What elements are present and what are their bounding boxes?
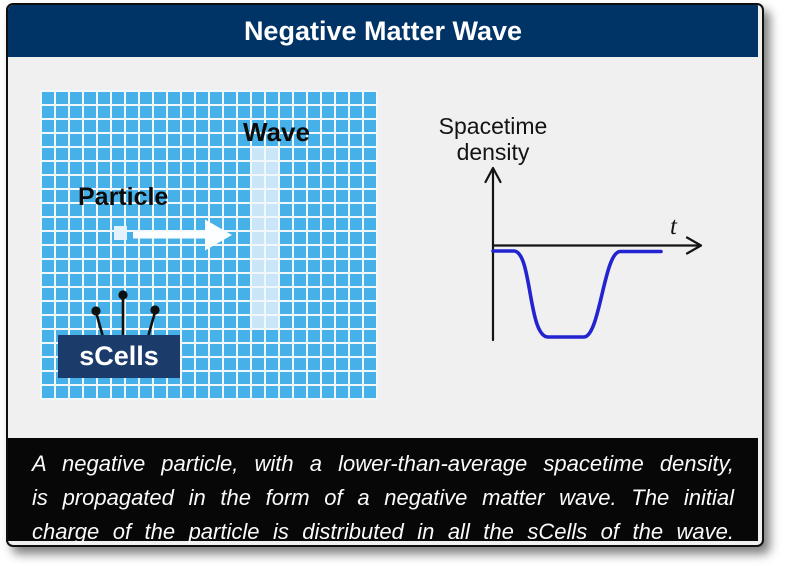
wave-label: Wave: [243, 117, 310, 147]
plot-axes: [484, 166, 703, 342]
y-axis-label: Spacetime density: [418, 113, 568, 165]
scells-label: sCells: [79, 341, 159, 371]
scell-pin-lines: [94, 297, 157, 338]
scell-grid: [40, 90, 378, 400]
x-axis-arrowhead-icon: [685, 236, 703, 255]
x-axis-label: t: [670, 213, 677, 240]
caption-bar: A negative particle, with a lower-than-a…: [8, 438, 758, 544]
propagation-arrow-icon: [133, 219, 232, 251]
y-axis-label-line1: Spacetime: [438, 113, 548, 139]
scell-pin-dots: [91, 290, 160, 316]
wave-band: [250, 146, 280, 330]
negative-density-curve: [491, 249, 663, 339]
caption-line: A negative particle, with a lower-than-a…: [32, 451, 734, 476]
caption-line: is propagated in the form of a negative …: [32, 485, 734, 510]
header-bar: Negative Matter Wave: [8, 5, 758, 57]
caption-text: A negative particle, with a lower-than-a…: [8, 438, 758, 545]
particle-cell: [114, 226, 127, 240]
y-axis-label-line2: density: [456, 139, 530, 165]
figure-card: Negative Matter Wave Wave Particle sCell…: [6, 3, 764, 547]
particle-label: Particle: [78, 183, 169, 211]
caption-line: charge of the particle is distributed in…: [32, 519, 734, 544]
figure-title: Negative Matter Wave: [243, 16, 523, 46]
y-axis-arrowhead-icon: [484, 166, 502, 184]
scells-box: sCells: [58, 335, 180, 378]
spacetime-density-plot: [484, 166, 703, 342]
grid-overlay-graphics: [91, 219, 232, 338]
